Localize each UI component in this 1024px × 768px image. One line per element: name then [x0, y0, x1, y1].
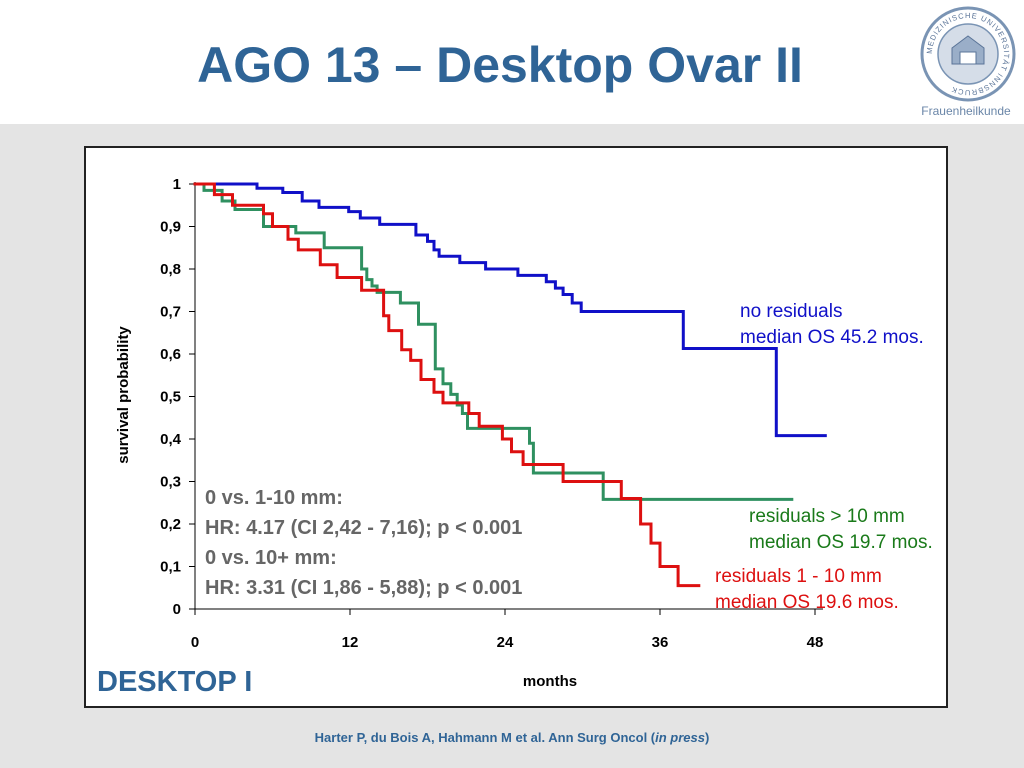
no-residuals-annotation: no residuals median OS 45.2 mos. — [740, 299, 924, 351]
residuals-1-10-median: median OS 19.6 mos. — [715, 592, 899, 613]
chart-axes: 0 0,1 0,2 0,3 0,4 0,5 0,6 0,7 0,8 0,9 1 0 12 24 36 48 — [160, 176, 823, 651]
slide-title: AGO 13 – Desktop Ovar II — [197, 37, 803, 93]
residuals-1-10-label: residuals 1 - 10 mm — [715, 566, 882, 587]
logo-caption: Frauenheilkunde — [921, 104, 1011, 118]
chart-series — [193, 182, 827, 588]
citation-main: Harter P, du Bois A, Hahmann M et al. An… — [314, 730, 656, 745]
slide-header: AGO 13 – Desktop Ovar II MEDIZINISCHE UN… — [0, 0, 1024, 124]
series-line-2 — [193, 182, 701, 588]
y-tick-label: 0,6 — [160, 346, 181, 363]
series-line-1 — [193, 182, 794, 501]
y-tick-label: 0,8 — [160, 261, 181, 278]
residuals-1-10-annotation: residuals 1 - 10 mm median OS 19.6 mos. — [715, 564, 899, 616]
no-residuals-label: no residuals — [740, 301, 843, 322]
residuals-gt10-annotation: residuals > 10 mm median OS 19.7 mos. — [749, 504, 933, 556]
citation-end: ) — [704, 730, 710, 745]
y-tick-label: 0,1 — [160, 559, 181, 576]
y-tick-label: 1 — [173, 176, 181, 193]
y-tick-label: 0,9 — [160, 219, 181, 236]
x-tick-label: 36 — [652, 634, 669, 651]
y-tick-label: 0,7 — [160, 304, 181, 321]
citation-italic: in press — [655, 730, 705, 745]
desktop-label: DESKTOP I — [97, 666, 253, 698]
stats-line-2: HR: 4.17 (CI 2,42 - 7,16); p < 0.001 — [205, 517, 523, 539]
series-line-0 — [193, 182, 827, 438]
stats-line-1: 0 vs. 1-10 mm: — [205, 487, 343, 509]
residuals-gt10-label: residuals > 10 mm — [749, 506, 905, 527]
x-tick-label: 48 — [807, 634, 824, 651]
no-residuals-median: median OS 45.2 mos. — [740, 327, 924, 348]
stats-block: 0 vs. 1-10 mm: HR: 4.17 (CI 2,42 - 7,16)… — [205, 483, 522, 603]
y-tick-label: 0 — [173, 601, 181, 618]
citation: Harter P, du Bois A, Hahmann M et al. An… — [0, 730, 1024, 745]
y-tick-label: 0,4 — [160, 431, 182, 448]
y-axis-label: survival probability — [115, 326, 132, 464]
x-tick-label: 12 — [342, 634, 359, 651]
y-tick-label: 0,5 — [160, 389, 181, 406]
x-axis-label: months — [523, 673, 577, 690]
y-tick-label: 0,3 — [160, 474, 181, 491]
y-tick-label: 0,2 — [160, 516, 181, 533]
x-tick-label: 0 — [191, 634, 199, 651]
stats-line-3: 0 vs. 10+ mm: — [205, 547, 337, 569]
stats-line-4: HR: 3.31 (CI 1,86 - 5,88); p < 0.001 — [205, 577, 523, 599]
residuals-gt10-median: median OS 19.7 mos. — [749, 532, 933, 553]
x-tick-label: 24 — [497, 634, 514, 651]
university-seal-icon: MEDIZINISCHE UNIVERSITÄT INNSBRUCK — [920, 6, 1016, 102]
